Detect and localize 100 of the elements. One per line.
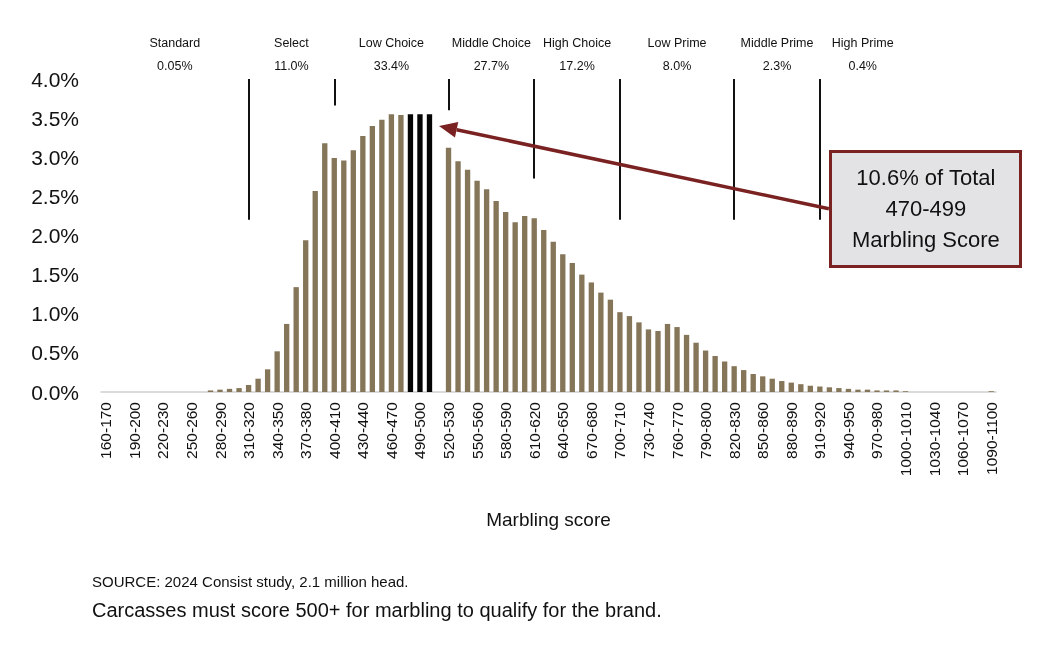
x-tick-label: 730-740 bbox=[639, 401, 657, 459]
bar bbox=[312, 190, 318, 392]
x-tick-label: 1000-1010 bbox=[897, 401, 915, 477]
x-tick-label: 700-710 bbox=[611, 401, 629, 459]
x-tick-label: 250-260 bbox=[182, 401, 200, 459]
y-tick-label: 3.5% bbox=[31, 106, 79, 130]
bar bbox=[455, 161, 461, 392]
bar bbox=[588, 282, 595, 392]
x-tick-label: 880-890 bbox=[782, 401, 800, 459]
text: Low Choice 33.4% bbox=[358, 35, 425, 73]
x-tick-label: 820-830 bbox=[725, 401, 743, 459]
bar bbox=[303, 240, 309, 392]
bar bbox=[817, 386, 823, 392]
bar bbox=[274, 351, 280, 392]
x-tick-label: 340-350 bbox=[268, 401, 286, 459]
text: High Prime 0.4% bbox=[831, 35, 894, 73]
y-tick-label: 2.0% bbox=[31, 224, 79, 247]
bar bbox=[493, 201, 499, 392]
bar bbox=[798, 384, 804, 392]
bar bbox=[417, 114, 423, 392]
x-tick-label: 640-650 bbox=[554, 401, 572, 459]
x-tick-label: 850-860 bbox=[754, 401, 772, 459]
x-tick-label: 760-770 bbox=[668, 401, 686, 459]
x-tick-label: 790-800 bbox=[697, 401, 715, 459]
bar bbox=[560, 254, 566, 392]
bar bbox=[331, 158, 337, 392]
bar bbox=[655, 330, 661, 392]
bar bbox=[550, 241, 556, 392]
bar bbox=[579, 274, 585, 392]
bar bbox=[502, 212, 509, 392]
bar bbox=[245, 384, 252, 392]
bar bbox=[826, 387, 833, 392]
bar bbox=[836, 388, 842, 392]
bar bbox=[522, 215, 528, 392]
bar bbox=[474, 180, 480, 392]
text: Carcasses must score 500+ for marbling to qualify for the brand. bbox=[92, 599, 662, 621]
x-tick-label: 1090-1100 bbox=[982, 401, 1000, 475]
bar bbox=[569, 262, 575, 392]
x-tick-label: 610-620 bbox=[525, 401, 543, 459]
bar bbox=[607, 299, 614, 392]
bar bbox=[369, 125, 376, 392]
bar bbox=[693, 342, 699, 392]
x-tick-label: 400-410 bbox=[325, 401, 343, 459]
bar bbox=[779, 381, 785, 392]
bar bbox=[750, 374, 756, 392]
bar bbox=[322, 143, 328, 392]
x-tick-label: 520-530 bbox=[440, 401, 458, 459]
x-tick-label: 910-920 bbox=[811, 401, 829, 459]
y-tick-label: 0.5% bbox=[31, 341, 79, 365]
bar bbox=[760, 376, 766, 392]
bar bbox=[360, 136, 366, 392]
bar bbox=[531, 218, 537, 392]
x-tick-label: 460-470 bbox=[382, 401, 400, 459]
x-tick-label: 160-170 bbox=[97, 401, 115, 459]
bar bbox=[426, 114, 433, 392]
bar bbox=[598, 292, 604, 392]
bar bbox=[702, 350, 709, 392]
bar bbox=[388, 114, 395, 392]
y-tick-label: 3.0% bbox=[31, 145, 79, 169]
bar bbox=[807, 385, 813, 392]
x-axis-title: Marbling score bbox=[486, 509, 611, 530]
bar bbox=[731, 366, 737, 392]
bar bbox=[674, 327, 680, 392]
bar bbox=[379, 119, 385, 392]
x-tick-label: 280-290 bbox=[211, 401, 229, 459]
bar bbox=[626, 316, 633, 392]
bar bbox=[217, 389, 223, 392]
bar bbox=[284, 323, 290, 392]
bar bbox=[712, 356, 718, 392]
y-tick-label: 1.5% bbox=[31, 263, 79, 287]
bar bbox=[398, 115, 404, 392]
bar bbox=[645, 329, 652, 392]
bar bbox=[293, 287, 299, 392]
bar bbox=[541, 230, 547, 392]
bar bbox=[721, 361, 728, 392]
x-tick-label: 190-200 bbox=[125, 401, 143, 459]
bar bbox=[617, 312, 623, 392]
y-tick-label: 1.0% bbox=[31, 302, 79, 326]
source-note: SOURCE: 2024 Consist study, 2.1 million head. bbox=[92, 573, 409, 590]
bar bbox=[341, 160, 347, 392]
bar bbox=[664, 323, 671, 392]
text: Low Prime 8.0% bbox=[647, 35, 707, 73]
x-tick-label: 940-950 bbox=[839, 401, 857, 459]
text: High Choice 17.2% bbox=[543, 35, 612, 73]
text: Select 11.0% bbox=[274, 35, 310, 73]
x-tick-label: 370-380 bbox=[297, 401, 315, 459]
bar bbox=[445, 147, 452, 392]
y-tick-label: 4.0% bbox=[31, 67, 79, 91]
bar bbox=[264, 369, 271, 392]
text: Standard 0.05% bbox=[149, 35, 201, 73]
bar bbox=[788, 382, 794, 392]
x-tick-label: 1030-1040 bbox=[925, 401, 943, 477]
bar bbox=[255, 378, 261, 392]
bar bbox=[855, 389, 861, 392]
bar bbox=[350, 150, 356, 392]
text: Middle Prime 2.3% bbox=[740, 35, 814, 73]
bar bbox=[683, 334, 690, 392]
x-tick-label: 670-680 bbox=[582, 401, 600, 459]
bar bbox=[769, 378, 775, 392]
bar bbox=[464, 169, 471, 392]
